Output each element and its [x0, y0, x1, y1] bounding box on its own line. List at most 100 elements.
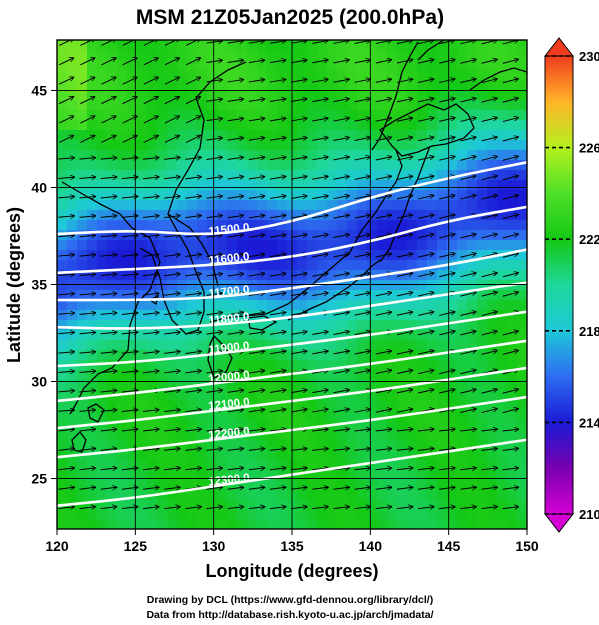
wind-arrow [164, 371, 180, 373]
field-cell [357, 130, 368, 141]
field-cell [87, 240, 98, 251]
field-cell [247, 250, 258, 261]
field-cell [407, 370, 418, 381]
field-cell [327, 450, 338, 461]
wind-arrow [269, 118, 286, 121]
field-cell [427, 480, 438, 491]
field-cell [437, 120, 448, 131]
field-cell [437, 170, 448, 181]
field-cell [317, 200, 328, 211]
field-cell [517, 240, 527, 251]
field-cell [167, 170, 178, 181]
field-cell [397, 60, 408, 71]
field-cell [267, 460, 278, 471]
field-cell [307, 300, 318, 311]
wind-arrow [312, 196, 328, 200]
field-cell [87, 200, 98, 211]
field-cell [87, 510, 98, 521]
wind-arrow [291, 468, 307, 470]
field-cell [517, 430, 527, 441]
field-cell [387, 380, 398, 391]
field-cell [177, 250, 188, 261]
field-cell [517, 440, 527, 451]
field-cell [247, 420, 258, 431]
wind-arrow [142, 507, 159, 509]
field-cell [157, 110, 168, 121]
field-cell [237, 410, 248, 421]
field-cell [347, 510, 358, 521]
field-cell [397, 230, 408, 241]
wind-arrow [101, 97, 115, 105]
wind-arrow [418, 370, 434, 375]
field-cell [307, 250, 318, 261]
field-cell [127, 290, 138, 301]
field-cell [477, 80, 488, 91]
colorbar-tick-label: 218 [579, 324, 599, 339]
wind-arrow [354, 487, 371, 489]
field-cell [317, 220, 328, 231]
wind-arrow [375, 99, 392, 103]
field-cell [417, 360, 428, 371]
field-cell [187, 150, 198, 161]
field-cell [257, 150, 268, 161]
field-cell [387, 130, 398, 141]
field-cell [297, 40, 308, 51]
field-cell [367, 100, 378, 111]
field-cell [447, 450, 458, 461]
field-cell [367, 340, 378, 351]
field-cell [497, 80, 508, 91]
field-cell [487, 350, 498, 361]
field-cell [457, 210, 468, 221]
field-cell [167, 280, 178, 291]
wind-arrow [164, 390, 180, 392]
field-cell [437, 80, 448, 91]
field-cell [327, 230, 338, 241]
field-cell [137, 370, 148, 381]
field-cell [157, 300, 168, 311]
field-cell [377, 40, 388, 51]
field-cell [437, 440, 448, 451]
wind-arrow [164, 40, 179, 46]
field-cell [507, 100, 518, 111]
field-cell [447, 310, 458, 321]
field-cell [277, 200, 288, 211]
field-cell [487, 270, 498, 281]
wind-arrow [481, 253, 498, 258]
field-cell [377, 340, 388, 351]
field-cell [157, 130, 168, 141]
field-cell [457, 400, 468, 411]
field-cell [307, 520, 318, 529]
field-cell [137, 80, 148, 91]
field-cell [327, 120, 338, 131]
field-cell [317, 240, 328, 251]
field-cell [357, 240, 368, 251]
wind-arrow [312, 215, 328, 219]
field-cell [377, 470, 388, 481]
field-cell [207, 450, 218, 461]
field-cell [137, 200, 148, 211]
field-cell [107, 370, 118, 381]
field-cell [347, 110, 358, 121]
field-cell [467, 310, 478, 321]
wind-arrow [460, 137, 476, 142]
field-cell [467, 380, 478, 391]
field-cell [327, 490, 338, 501]
field-cell [497, 260, 508, 271]
wind-arrow [248, 215, 265, 217]
field-cell [467, 140, 478, 151]
wind-arrow [79, 487, 96, 489]
field-cell [67, 60, 78, 71]
field-cell [107, 440, 118, 451]
field-cell [77, 180, 88, 191]
field-cell [497, 290, 508, 301]
field-cell [87, 370, 98, 381]
field-cell [127, 400, 138, 411]
wind-arrow [460, 176, 476, 181]
field-cell [437, 250, 448, 261]
wind-arrow [312, 60, 328, 64]
wind-arrow [312, 235, 328, 238]
field-cell [267, 500, 278, 511]
field-cell [407, 50, 418, 61]
field-cell [267, 450, 278, 461]
wind-arrow [396, 409, 413, 413]
